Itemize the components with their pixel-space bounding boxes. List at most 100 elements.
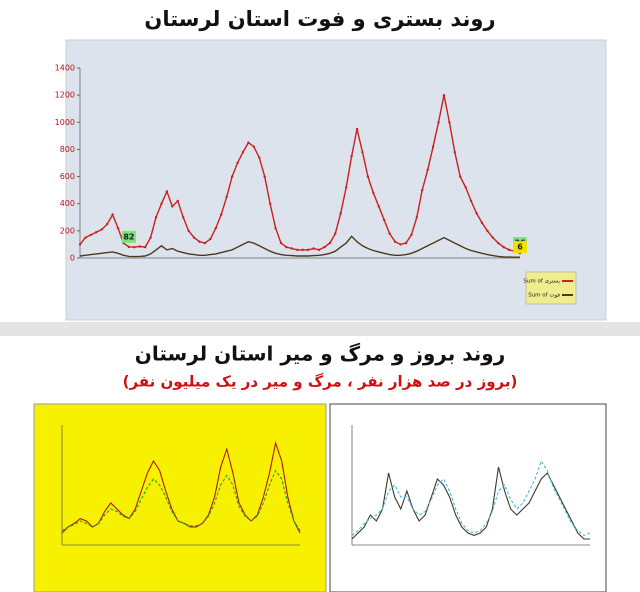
- point: [317, 248, 321, 252]
- point: [165, 190, 169, 193]
- point: [154, 216, 158, 219]
- y-tick-label: 1400: [55, 64, 75, 73]
- point: [486, 229, 489, 233]
- label-box: [513, 241, 527, 254]
- point: [301, 248, 304, 252]
- point: [290, 247, 294, 250]
- point: [84, 236, 87, 239]
- point: [100, 228, 103, 231]
- label-box: [121, 230, 136, 243]
- y-tick-label: 600: [60, 172, 75, 181]
- point: [230, 175, 234, 178]
- point: [209, 237, 212, 241]
- point: [306, 248, 310, 252]
- series-line: [61, 469, 301, 532]
- legend: [525, 271, 577, 305]
- y-tick-label: 800: [60, 145, 75, 154]
- point: [176, 199, 179, 203]
- point: [497, 241, 500, 245]
- point: [252, 145, 256, 148]
- point: [344, 186, 348, 189]
- data-label: 82: [123, 232, 134, 241]
- point: [350, 155, 353, 158]
- point: [127, 245, 131, 249]
- point: [404, 241, 408, 245]
- point: [393, 240, 397, 243]
- series-line: [351, 466, 590, 540]
- point: [225, 195, 228, 199]
- point: [334, 232, 337, 235]
- point: [453, 150, 457, 154]
- legend-label: Sum of بستری: [523, 279, 560, 285]
- series-line: [79, 235, 520, 258]
- point: [279, 241, 283, 245]
- point: [247, 141, 250, 144]
- point: [448, 121, 451, 124]
- legend-label: Sum of فوت: [528, 293, 560, 299]
- y-tick-label: 1000: [55, 118, 75, 127]
- chart-panel: [65, 39, 607, 321]
- point: [105, 222, 109, 226]
- point: [78, 243, 82, 246]
- point: [160, 202, 163, 205]
- point: [296, 248, 299, 252]
- point: [361, 150, 364, 154]
- point: [459, 175, 462, 178]
- chart-panel: [329, 403, 607, 592]
- point: [138, 245, 141, 248]
- point: [143, 245, 147, 249]
- point: [187, 229, 190, 233]
- point: [464, 186, 467, 189]
- point: [203, 241, 207, 245]
- point: [421, 188, 424, 192]
- data-label: 6: [517, 243, 523, 252]
- point: [502, 245, 505, 249]
- point: [366, 175, 370, 178]
- point: [382, 218, 386, 222]
- point: [285, 245, 288, 249]
- series-line: [79, 94, 521, 254]
- point: [469, 199, 473, 203]
- point: [171, 205, 174, 208]
- point: [263, 175, 266, 178]
- point: [410, 233, 413, 237]
- point: [236, 161, 239, 165]
- point: [182, 216, 185, 219]
- section-title: روند بروز و مرگ و میر استان لرستان: [135, 342, 505, 366]
- point: [258, 156, 261, 159]
- y-tick-label: 1200: [55, 91, 75, 100]
- point: [372, 191, 375, 195]
- point: [149, 236, 152, 239]
- point: [268, 202, 272, 205]
- point: [491, 236, 495, 239]
- chart-panel: [33, 403, 327, 592]
- y-tick-label: 200: [60, 226, 75, 235]
- point: [475, 212, 478, 215]
- point: [431, 145, 435, 148]
- point: [442, 93, 446, 97]
- separator: [0, 322, 640, 336]
- y-tick-label: 400: [60, 199, 75, 208]
- point: [437, 121, 440, 124]
- point: [214, 226, 218, 230]
- point: [323, 245, 326, 249]
- point: [312, 247, 315, 250]
- series-line: [351, 459, 591, 537]
- y-tick-label: 0: [70, 254, 75, 263]
- point: [274, 226, 277, 230]
- point: [377, 205, 380, 208]
- point: [198, 240, 201, 243]
- section-subtitle: (بروز در صد هزار نفر ، مرگ و میر در یک م…: [123, 373, 518, 391]
- point: [133, 245, 136, 249]
- chart-title: روند بستری و فوت استان لرستان: [144, 7, 495, 31]
- point: [116, 226, 120, 230]
- point: [95, 231, 98, 234]
- point: [480, 221, 484, 224]
- point: [111, 213, 114, 216]
- point: [192, 236, 196, 239]
- point: [426, 168, 429, 171]
- point: [328, 241, 332, 245]
- point: [388, 232, 391, 235]
- point: [399, 243, 402, 246]
